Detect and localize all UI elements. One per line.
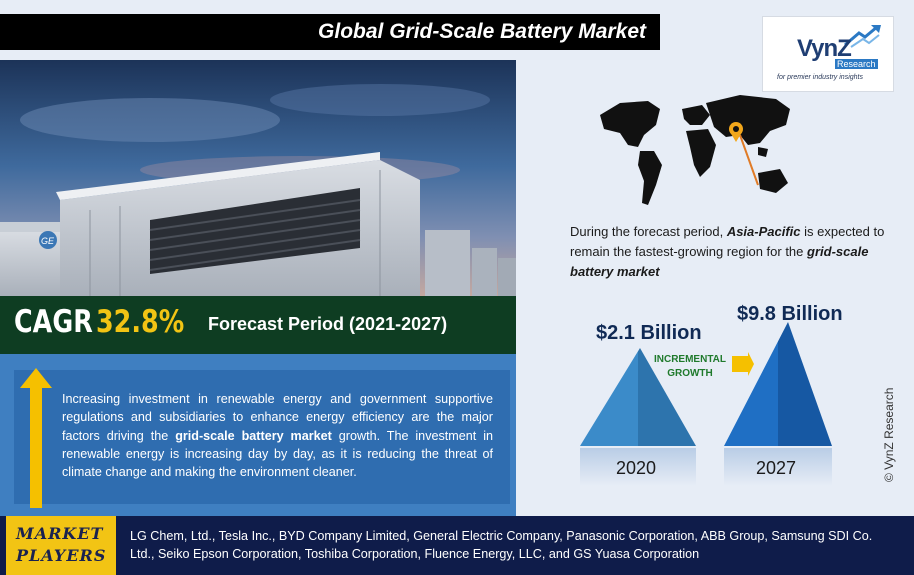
year-2020: 2020 bbox=[616, 458, 657, 478]
description-part2: growth. The investment in renewable ener… bbox=[62, 428, 494, 480]
pyramid-2020 bbox=[580, 348, 696, 446]
region-statement: During the forecast period, Asia-Pacific… bbox=[570, 222, 890, 282]
market-size-pyramids bbox=[580, 322, 832, 486]
region-text-prefix: During the forecast period, bbox=[570, 224, 727, 239]
incremental-growth-label: INCREMENTAL GROWTH bbox=[649, 353, 731, 381]
region-highlight: Asia-Pacific bbox=[726, 224, 801, 239]
copyright: © VynZ Research bbox=[882, 387, 896, 482]
vynz-logo: VynZ Research for premier industry insig… bbox=[762, 16, 894, 92]
region-pointer bbox=[739, 134, 759, 186]
location-pin-icon bbox=[729, 122, 743, 142]
description-inner bbox=[14, 370, 510, 504]
continents bbox=[600, 95, 790, 205]
value-2020: $2.1 Billion bbox=[596, 322, 702, 344]
market-players-label: MARKET PLAYERS bbox=[6, 516, 116, 575]
growth-arrow-icon bbox=[732, 352, 754, 376]
page-title: Global Grid-Scale Battery Market bbox=[318, 20, 646, 43]
incremental-line1: INCREMENTAL bbox=[653, 354, 727, 365]
reflection-2020 bbox=[580, 448, 696, 486]
description-text: Increasing investment in renewable energ… bbox=[62, 390, 493, 481]
players-label-line1: MARKET bbox=[16, 524, 104, 543]
logo-brand: VynZ bbox=[797, 35, 852, 62]
reflection-2027 bbox=[724, 448, 832, 486]
world-map bbox=[600, 95, 790, 205]
logo-tagline: for premier industry insights bbox=[777, 74, 863, 81]
logo-arrows-icon bbox=[844, 25, 881, 48]
players-label-line2: PLAYERS bbox=[16, 546, 107, 565]
battery-storage-photo: GE bbox=[0, 60, 516, 296]
cagr-label: CAGR bbox=[14, 304, 93, 340]
market-players-list: LG Chem, Ltd., Tesla Inc., BYD Company L… bbox=[130, 529, 873, 561]
cagr-value: 32.8% bbox=[96, 304, 185, 340]
cagr-bar: CAGR 32.8% Forecast Period (2021-2027) bbox=[0, 296, 516, 354]
ge-mark: GE bbox=[41, 236, 55, 246]
market-players-bar: MARKET PLAYERS LG Chem, Ltd., Tesla Inc.… bbox=[0, 516, 914, 575]
title-bar: Global Grid-Scale Battery Market bbox=[0, 14, 660, 50]
description-part1: Increasing investment in renewable energ… bbox=[62, 392, 493, 443]
year-2027: 2027 bbox=[756, 458, 797, 478]
up-arrow-icon bbox=[20, 368, 52, 508]
incremental-line2: GROWTH bbox=[667, 368, 713, 379]
logo-sub: Research bbox=[835, 59, 878, 69]
pyramid-2027 bbox=[724, 322, 832, 446]
region-market-name: grid-scale battery market bbox=[570, 244, 869, 279]
region-text-mid: is expected to remain the fastest-growin… bbox=[570, 224, 885, 259]
description-bold: grid-scale battery market bbox=[175, 428, 332, 443]
description-panel: Increasing investment in renewable energ… bbox=[0, 354, 516, 516]
forecast-period: Forecast Period (2021-2027) bbox=[208, 314, 448, 334]
value-2027: $9.8 Billion bbox=[737, 303, 843, 325]
